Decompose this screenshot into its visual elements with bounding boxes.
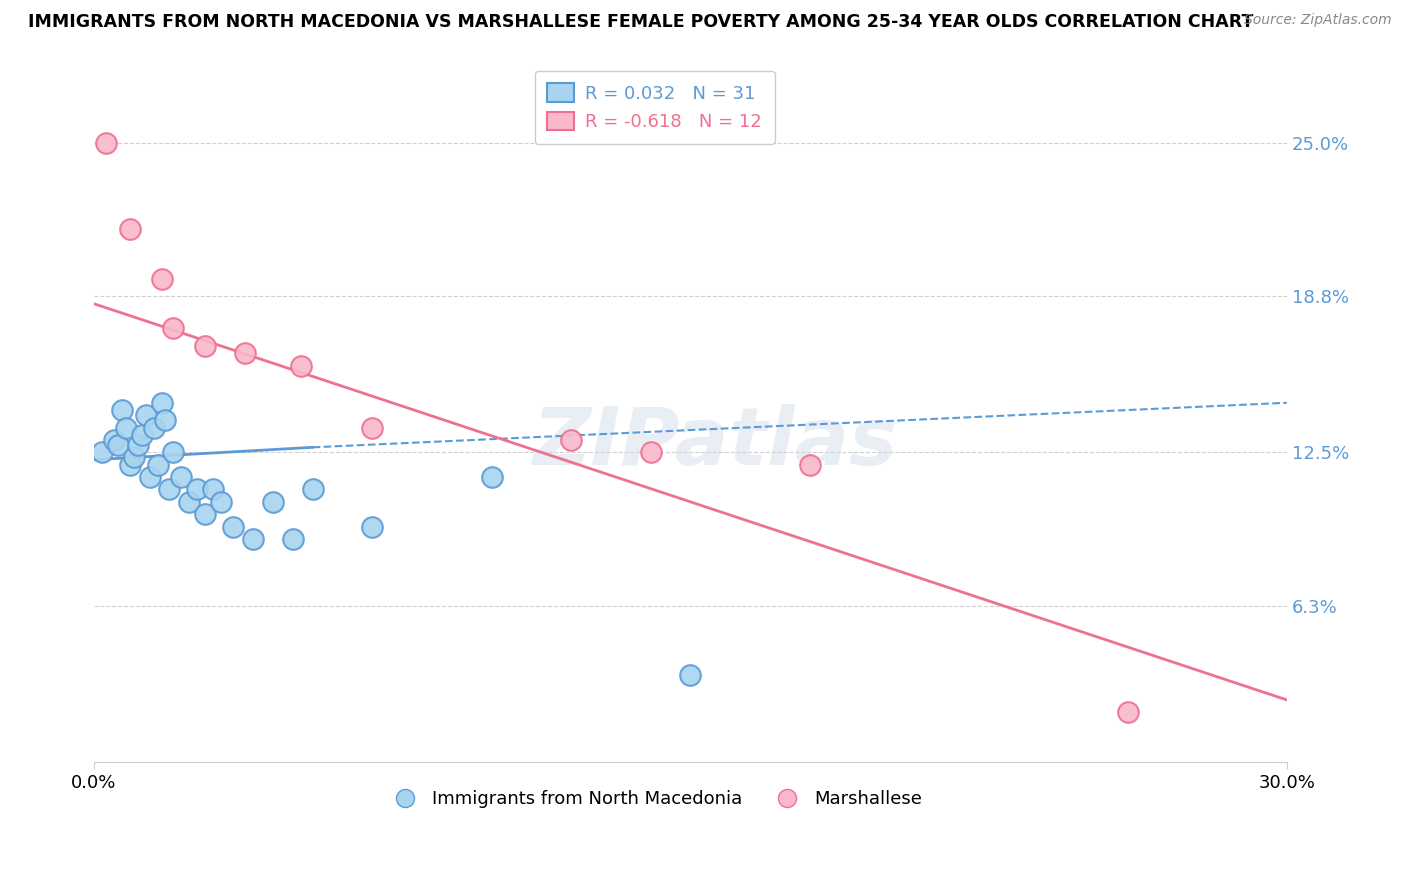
Point — [138, 470, 160, 484]
Point — [162, 321, 184, 335]
Point — [127, 438, 149, 452]
Point — [111, 403, 134, 417]
Point — [118, 458, 141, 472]
Point — [114, 420, 136, 434]
Point — [155, 413, 177, 427]
Point — [233, 346, 256, 360]
Point — [209, 495, 232, 509]
Point — [94, 136, 117, 150]
Point — [1116, 705, 1139, 719]
Point — [202, 483, 225, 497]
Point — [242, 532, 264, 546]
Point — [103, 433, 125, 447]
Point — [560, 433, 582, 447]
Point — [90, 445, 112, 459]
Text: IMMIGRANTS FROM NORTH MACEDONIA VS MARSHALLESE FEMALE POVERTY AMONG 25-34 YEAR O: IMMIGRANTS FROM NORTH MACEDONIA VS MARSH… — [28, 13, 1254, 31]
Point — [131, 428, 153, 442]
Point — [107, 438, 129, 452]
Point — [194, 339, 217, 353]
Point — [170, 470, 193, 484]
Text: ZIPatlas: ZIPatlas — [531, 404, 897, 482]
Point — [290, 359, 312, 373]
Point — [186, 483, 208, 497]
Legend: Immigrants from North Macedonia, Marshallese: Immigrants from North Macedonia, Marshal… — [380, 782, 929, 815]
Point — [150, 272, 173, 286]
Point — [222, 519, 245, 533]
Point — [481, 470, 503, 484]
Point — [281, 532, 304, 546]
Point — [135, 408, 157, 422]
Point — [301, 483, 323, 497]
Point — [179, 495, 201, 509]
Point — [361, 420, 384, 434]
Point — [194, 507, 217, 521]
Text: Source: ZipAtlas.com: Source: ZipAtlas.com — [1244, 13, 1392, 28]
Point — [118, 222, 141, 236]
Point — [142, 420, 165, 434]
Point — [679, 668, 702, 682]
Point — [122, 450, 145, 465]
Point — [799, 458, 821, 472]
Point — [640, 445, 662, 459]
Point — [162, 445, 184, 459]
Point — [150, 396, 173, 410]
Point — [262, 495, 284, 509]
Point — [361, 519, 384, 533]
Point — [159, 483, 181, 497]
Point — [146, 458, 169, 472]
